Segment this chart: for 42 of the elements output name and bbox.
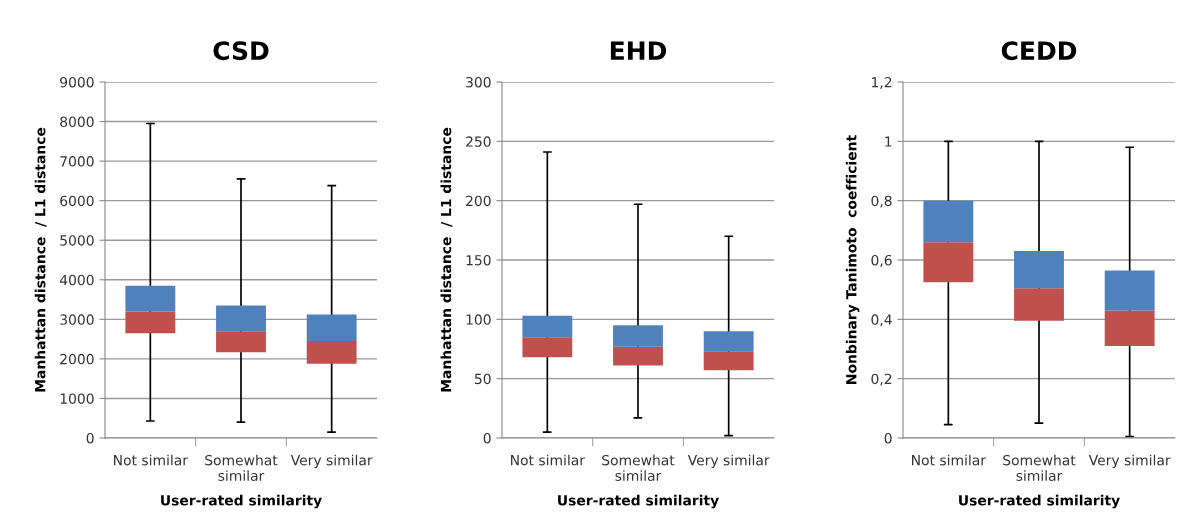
y-tick-label: 300 bbox=[466, 76, 491, 88]
y-tick-label: 5000 bbox=[60, 235, 94, 246]
y-tick-label: 2000 bbox=[60, 353, 94, 365]
y-tick-label: 6000 bbox=[60, 195, 94, 207]
y-tick-label: 0 bbox=[483, 432, 491, 444]
x-tick-label: Somewhat similar bbox=[205, 454, 278, 481]
y-tick-label: 8000 bbox=[60, 116, 94, 128]
y-tick-label: 3000 bbox=[60, 314, 94, 325]
y-tick-label: 0,6 bbox=[871, 254, 892, 267]
x-tick-label: Somewhat similar bbox=[1003, 454, 1076, 481]
x-tick-label: Not similar bbox=[114, 454, 188, 466]
y-tick-label: 0 bbox=[86, 432, 94, 444]
y-axis-title: Manhattan distance / L1 distance bbox=[34, 127, 47, 392]
x-tick-label: Very similar bbox=[1088, 454, 1171, 469]
y-tick-label: 4000 bbox=[59, 274, 94, 286]
x-axis-title: User-rated similarity bbox=[959, 494, 1120, 509]
y-tick-label: 100 bbox=[466, 314, 491, 325]
x-tick-label: Not similar bbox=[511, 454, 585, 466]
y-tick-label: 200 bbox=[466, 195, 491, 207]
y-tick-label: 0,8 bbox=[871, 195, 892, 208]
y-tick-label: 250 bbox=[466, 136, 491, 147]
y-tick-label: 150 bbox=[466, 254, 491, 266]
x-axis-title: User-rated similarity bbox=[161, 494, 322, 509]
chart-title: CEDD bbox=[1001, 41, 1077, 61]
y-tick-label: 1 bbox=[885, 136, 892, 147]
y-tick-label: 0,4 bbox=[871, 314, 892, 327]
y-tick-label: 1000 bbox=[60, 393, 94, 404]
x-tick-label: Not similar bbox=[912, 454, 986, 466]
y-axis-title: Nonbinary Tanimoto coefficient bbox=[845, 135, 860, 384]
y-axis-title: Manhattan distance / L1 distance bbox=[440, 127, 453, 392]
y-tick-label: 50 bbox=[474, 373, 491, 385]
y-tick-label: 1,2 bbox=[872, 76, 892, 89]
chart-title: CSD bbox=[213, 41, 269, 61]
x-axis-title: User-rated similarity bbox=[558, 494, 719, 509]
y-tick-label: 7000 bbox=[60, 156, 94, 167]
x-tick-label: Somewhat similar bbox=[602, 454, 675, 481]
chart-title: EHD bbox=[610, 41, 667, 60]
y-tick-label: 9000 bbox=[60, 76, 94, 88]
x-tick-label: Very similar bbox=[290, 454, 373, 469]
y-tick-label: 0,2 bbox=[871, 373, 892, 386]
x-tick-label: Very similar bbox=[687, 454, 770, 469]
y-tick-label: 0 bbox=[884, 432, 892, 444]
